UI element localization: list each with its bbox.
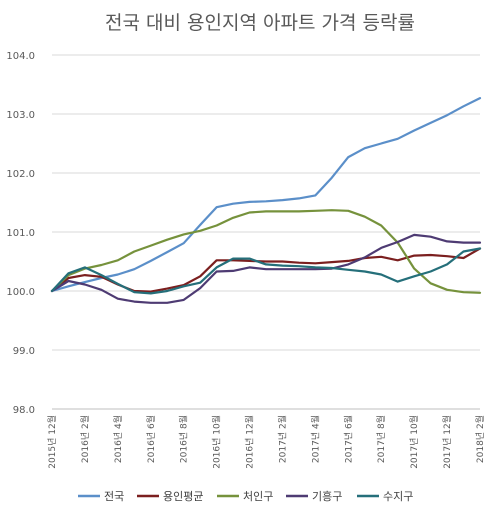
x-tick-label: 2016년 10월 [211,415,223,469]
y-tick-label: 98.0 [13,405,35,416]
series-line-수지구 [50,247,482,295]
series-lines [50,96,482,304]
y-tick-label: 101.0 [6,228,35,239]
y-axis-ticks: 98.0 99.0 100.0 101.0 102.0 103.0 104.0 [6,51,35,416]
x-axis-ticks: 2015년 12월 2016년 2월 2016년 4월 2016년 6월 2016년 8… [46,415,486,469]
x-tick-label: 2017년 10월 [408,415,420,469]
x-tick-label: 2015년 12월 [46,415,58,469]
legend-label: 수지구 [383,490,413,503]
y-tick-label: 99.0 [13,346,35,357]
x-tick-label: 2016년 4월 [112,415,124,463]
series-line-기흥구 [50,233,482,304]
x-tick-label: 2017년 2월 [276,415,288,463]
y-tick-label: 102.0 [6,169,35,180]
legend-label: 기흥구 [312,489,342,503]
x-tick-label: 2018년 2월 [474,415,486,463]
chart-title: 전국 대비 용인지역 아파트 가격 등락률 [105,12,415,34]
x-tick-label: 2016년 2월 [79,415,91,463]
x-tick-label: 2017년 8월 [375,415,387,463]
y-tick-label: 100.0 [6,287,35,298]
x-tick-label: 2017년 4월 [309,415,321,463]
legend-label: 전국 [104,490,124,503]
x-tick-label: 2016년 8월 [178,415,190,463]
legend-label: 처인구 [243,490,273,503]
x-tick-label: 2017년 6월 [342,415,354,463]
legend-label: 용인평균 [163,490,203,503]
x-tick-label: 2017년 12월 [441,415,453,469]
x-tick-label: 2016년 12월 [244,415,256,469]
x-tick-label: 2016년 6월 [145,415,157,463]
series-line-전국 [50,96,482,293]
grid [52,54,480,410]
y-tick-label: 103.0 [6,110,35,121]
y-tick-label: 104.0 [6,51,35,62]
legend: 전국 용인평균 처인구 기흥구 수지구 [78,489,413,503]
series-line-처인구 [50,209,482,294]
